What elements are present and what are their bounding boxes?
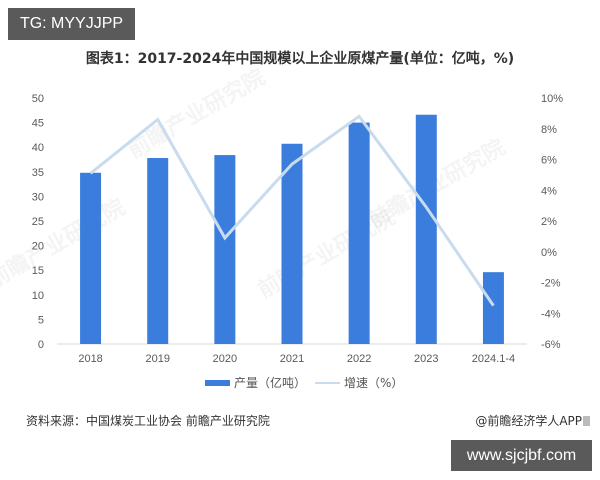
bar-2021 xyxy=(281,143,303,344)
bar-2019 xyxy=(147,158,169,344)
left-axis-tick-label: 50 xyxy=(32,93,44,105)
left-axis-tick-label: 30 xyxy=(32,191,44,203)
top-left-watermark-badge: TG: MYYJJPP xyxy=(8,8,135,40)
left-axis-tick-label: 10 xyxy=(32,290,44,302)
credit-square-icon xyxy=(583,416,590,426)
x-axis-tick-label: 2024.1-4 xyxy=(472,353,515,365)
chart-title: 图表1：2017-2024年中国规模以上企业原煤产量(单位：亿吨，%) xyxy=(85,51,515,67)
watermark-text: 前瞻产业研究院 xyxy=(253,204,399,303)
right-axis-tick-label: 6% xyxy=(541,155,557,167)
bar-2023 xyxy=(415,114,437,344)
legend-line-swatch xyxy=(315,381,340,384)
x-axis-tick-label: 2020 xyxy=(213,353,237,365)
bar-2024.1-4 xyxy=(482,272,504,344)
left-axis-ticks: 0 5 10 15 20 25 30 35 40 45 50 xyxy=(32,93,44,351)
right-axis-tick-label: 0% xyxy=(541,247,557,259)
growth-line-series xyxy=(89,114,495,307)
legend-bar-swatch xyxy=(205,379,230,386)
left-axis-tick-label: 45 xyxy=(32,118,44,130)
legend-label-output: 产量（亿吨） xyxy=(234,376,307,390)
x-axis-tick-label: 2022 xyxy=(347,353,371,365)
legend-label-growth: 增速（%） xyxy=(344,376,404,390)
x-axis-ticks: 2018 2019 2020 2021 2022 2023 2024.1-4 xyxy=(78,353,515,365)
x-axis-tick-label: 2019 xyxy=(145,353,169,365)
left-axis-tick-label: 0 xyxy=(38,339,44,351)
x-axis-tick-label: 2023 xyxy=(414,353,438,365)
left-axis-tick-label: 25 xyxy=(32,216,44,228)
right-axis-tick-label: -6% xyxy=(541,339,561,351)
watermark-text: 前瞻产业研究院 xyxy=(123,64,269,163)
right-axis-tick-label: -4% xyxy=(541,308,561,320)
credit-note: @前瞻经济学人APP xyxy=(475,412,590,429)
legend-item-growth: 增速（%） xyxy=(315,374,403,391)
bottom-right-watermark-badge: www.sjcjbf.com xyxy=(451,440,592,471)
right-axis-tick-label: 2% xyxy=(541,216,557,228)
right-axis-tick-label: -2% xyxy=(541,278,561,290)
data-source-note: 资料来源：中国煤炭工业协会 前瞻产业研究院 xyxy=(26,414,270,428)
x-axis-tick-label: 2018 xyxy=(78,353,102,365)
credit-text: @前瞻经济学人APP xyxy=(475,414,582,428)
right-axis-tick-label: 10% xyxy=(541,93,563,105)
bar-series xyxy=(80,114,504,344)
right-axis-tick-label: 4% xyxy=(541,185,557,197)
left-axis-tick-label: 15 xyxy=(32,265,44,277)
right-axis-ticks: -6% -4% -2% 0% 2% 4% 6% 8% 10% xyxy=(541,93,563,351)
bar-2020 xyxy=(214,155,236,344)
right-axis-tick-label: 8% xyxy=(541,124,557,136)
legend-item-output: 产量（亿吨） xyxy=(205,374,306,391)
bar-2018 xyxy=(80,172,102,344)
bar-2022 xyxy=(348,122,370,344)
left-axis-tick-label: 35 xyxy=(32,167,44,179)
left-axis-tick-label: 20 xyxy=(32,241,44,253)
left-axis-tick-label: 40 xyxy=(32,142,44,154)
x-axis-tick-label: 2021 xyxy=(280,353,304,365)
left-axis-tick-label: 5 xyxy=(38,314,44,326)
watermark-text: 前瞻产业研究院 xyxy=(0,194,129,293)
